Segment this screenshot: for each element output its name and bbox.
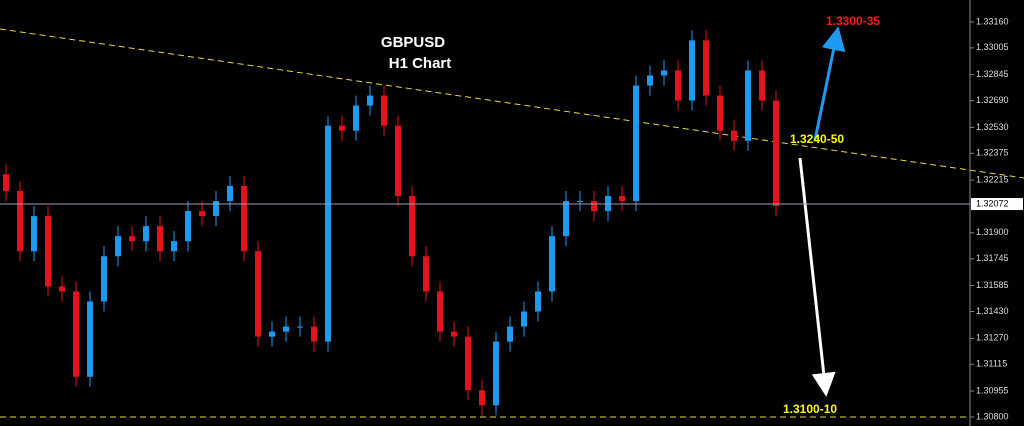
candle-body xyxy=(171,241,177,252)
candle-body xyxy=(59,286,65,292)
up-arrow xyxy=(813,26,846,141)
y-tick-label: 1.31115 xyxy=(976,359,1007,369)
candle-body xyxy=(353,105,359,131)
candle-body xyxy=(409,196,415,257)
annotation: 1.3100-10 xyxy=(783,402,837,416)
candle-body xyxy=(773,100,779,207)
candle-body xyxy=(591,201,597,212)
current-price-box xyxy=(971,198,1023,211)
candle-body xyxy=(73,291,79,377)
candle-body xyxy=(731,130,737,141)
candle-body xyxy=(689,40,695,101)
y-tick-label: 1.31430 xyxy=(976,306,1009,316)
candle-body xyxy=(185,211,191,242)
candle-body xyxy=(241,185,247,252)
candle-body xyxy=(213,201,219,217)
candle-body xyxy=(451,331,457,337)
down-arrow xyxy=(798,157,836,397)
candle-body xyxy=(325,125,331,342)
candle-body xyxy=(45,216,51,287)
candle-body xyxy=(479,390,485,406)
candle-body xyxy=(493,341,499,406)
candle-body xyxy=(577,201,583,203)
candle-body xyxy=(339,125,345,131)
trend-line xyxy=(0,28,1024,179)
candle-body xyxy=(717,95,723,131)
candle-body xyxy=(549,236,555,292)
candle-body xyxy=(563,201,569,237)
candle-body xyxy=(31,216,37,252)
candle-body xyxy=(619,196,625,202)
y-tick-label: 1.31900 xyxy=(976,227,1009,237)
candle-body xyxy=(521,311,527,327)
y-tick-label: 1.31585 xyxy=(976,280,1009,290)
candle-body xyxy=(423,256,429,292)
candle-body xyxy=(143,226,149,242)
candle-body xyxy=(647,75,653,86)
candle-body xyxy=(87,301,93,377)
y-tick-label: 1.32690 xyxy=(976,95,1009,105)
candle-body xyxy=(101,256,107,302)
candle-body xyxy=(129,236,135,242)
candle-body xyxy=(269,331,275,337)
candle-body xyxy=(115,236,121,257)
candle-body xyxy=(745,70,751,141)
chart-subtitle: H1 Chart xyxy=(389,55,452,72)
candle-body xyxy=(17,190,23,252)
candle-body xyxy=(311,326,317,342)
candle-body xyxy=(535,291,541,312)
y-tick-label: 1.33160 xyxy=(976,16,1009,26)
candle-body xyxy=(367,95,373,106)
candle-body xyxy=(157,226,163,252)
candle-body xyxy=(661,70,667,76)
y-tick-label: 1.32530 xyxy=(976,122,1009,132)
candle-body xyxy=(227,185,233,202)
annotation: 1.3300-35 xyxy=(826,14,880,28)
candle-body xyxy=(507,326,513,342)
candle-body xyxy=(633,85,639,202)
y-tick-label: 1.30955 xyxy=(976,385,1009,395)
candle-body xyxy=(605,196,611,212)
candle-body xyxy=(465,336,471,391)
candle-body xyxy=(395,125,401,197)
candle-body xyxy=(199,211,205,217)
chart-title: GBPUSD xyxy=(381,34,445,51)
y-tick-label: 1.31745 xyxy=(976,253,1009,263)
candle-body xyxy=(3,174,9,191)
y-tick-label: 1.33005 xyxy=(976,42,1009,52)
annotation: 1.3240-50 xyxy=(790,132,844,146)
candle-body xyxy=(381,95,387,126)
candle-body xyxy=(675,70,681,101)
candle-body xyxy=(283,326,289,332)
candle-body xyxy=(297,326,303,328)
candle-body xyxy=(703,40,709,96)
y-tick-label: 1.32375 xyxy=(976,148,1009,158)
y-tick-label: 1.30800 xyxy=(976,411,1009,421)
candle-body xyxy=(437,291,443,332)
y-tick-label: 1.32845 xyxy=(976,69,1009,79)
candle-body xyxy=(255,251,261,337)
y-tick-label: 1.32215 xyxy=(976,174,1009,184)
candle-body xyxy=(759,70,765,101)
current-price-label: 1.32072 xyxy=(976,198,1009,208)
y-tick-label: 1.31270 xyxy=(976,333,1009,343)
